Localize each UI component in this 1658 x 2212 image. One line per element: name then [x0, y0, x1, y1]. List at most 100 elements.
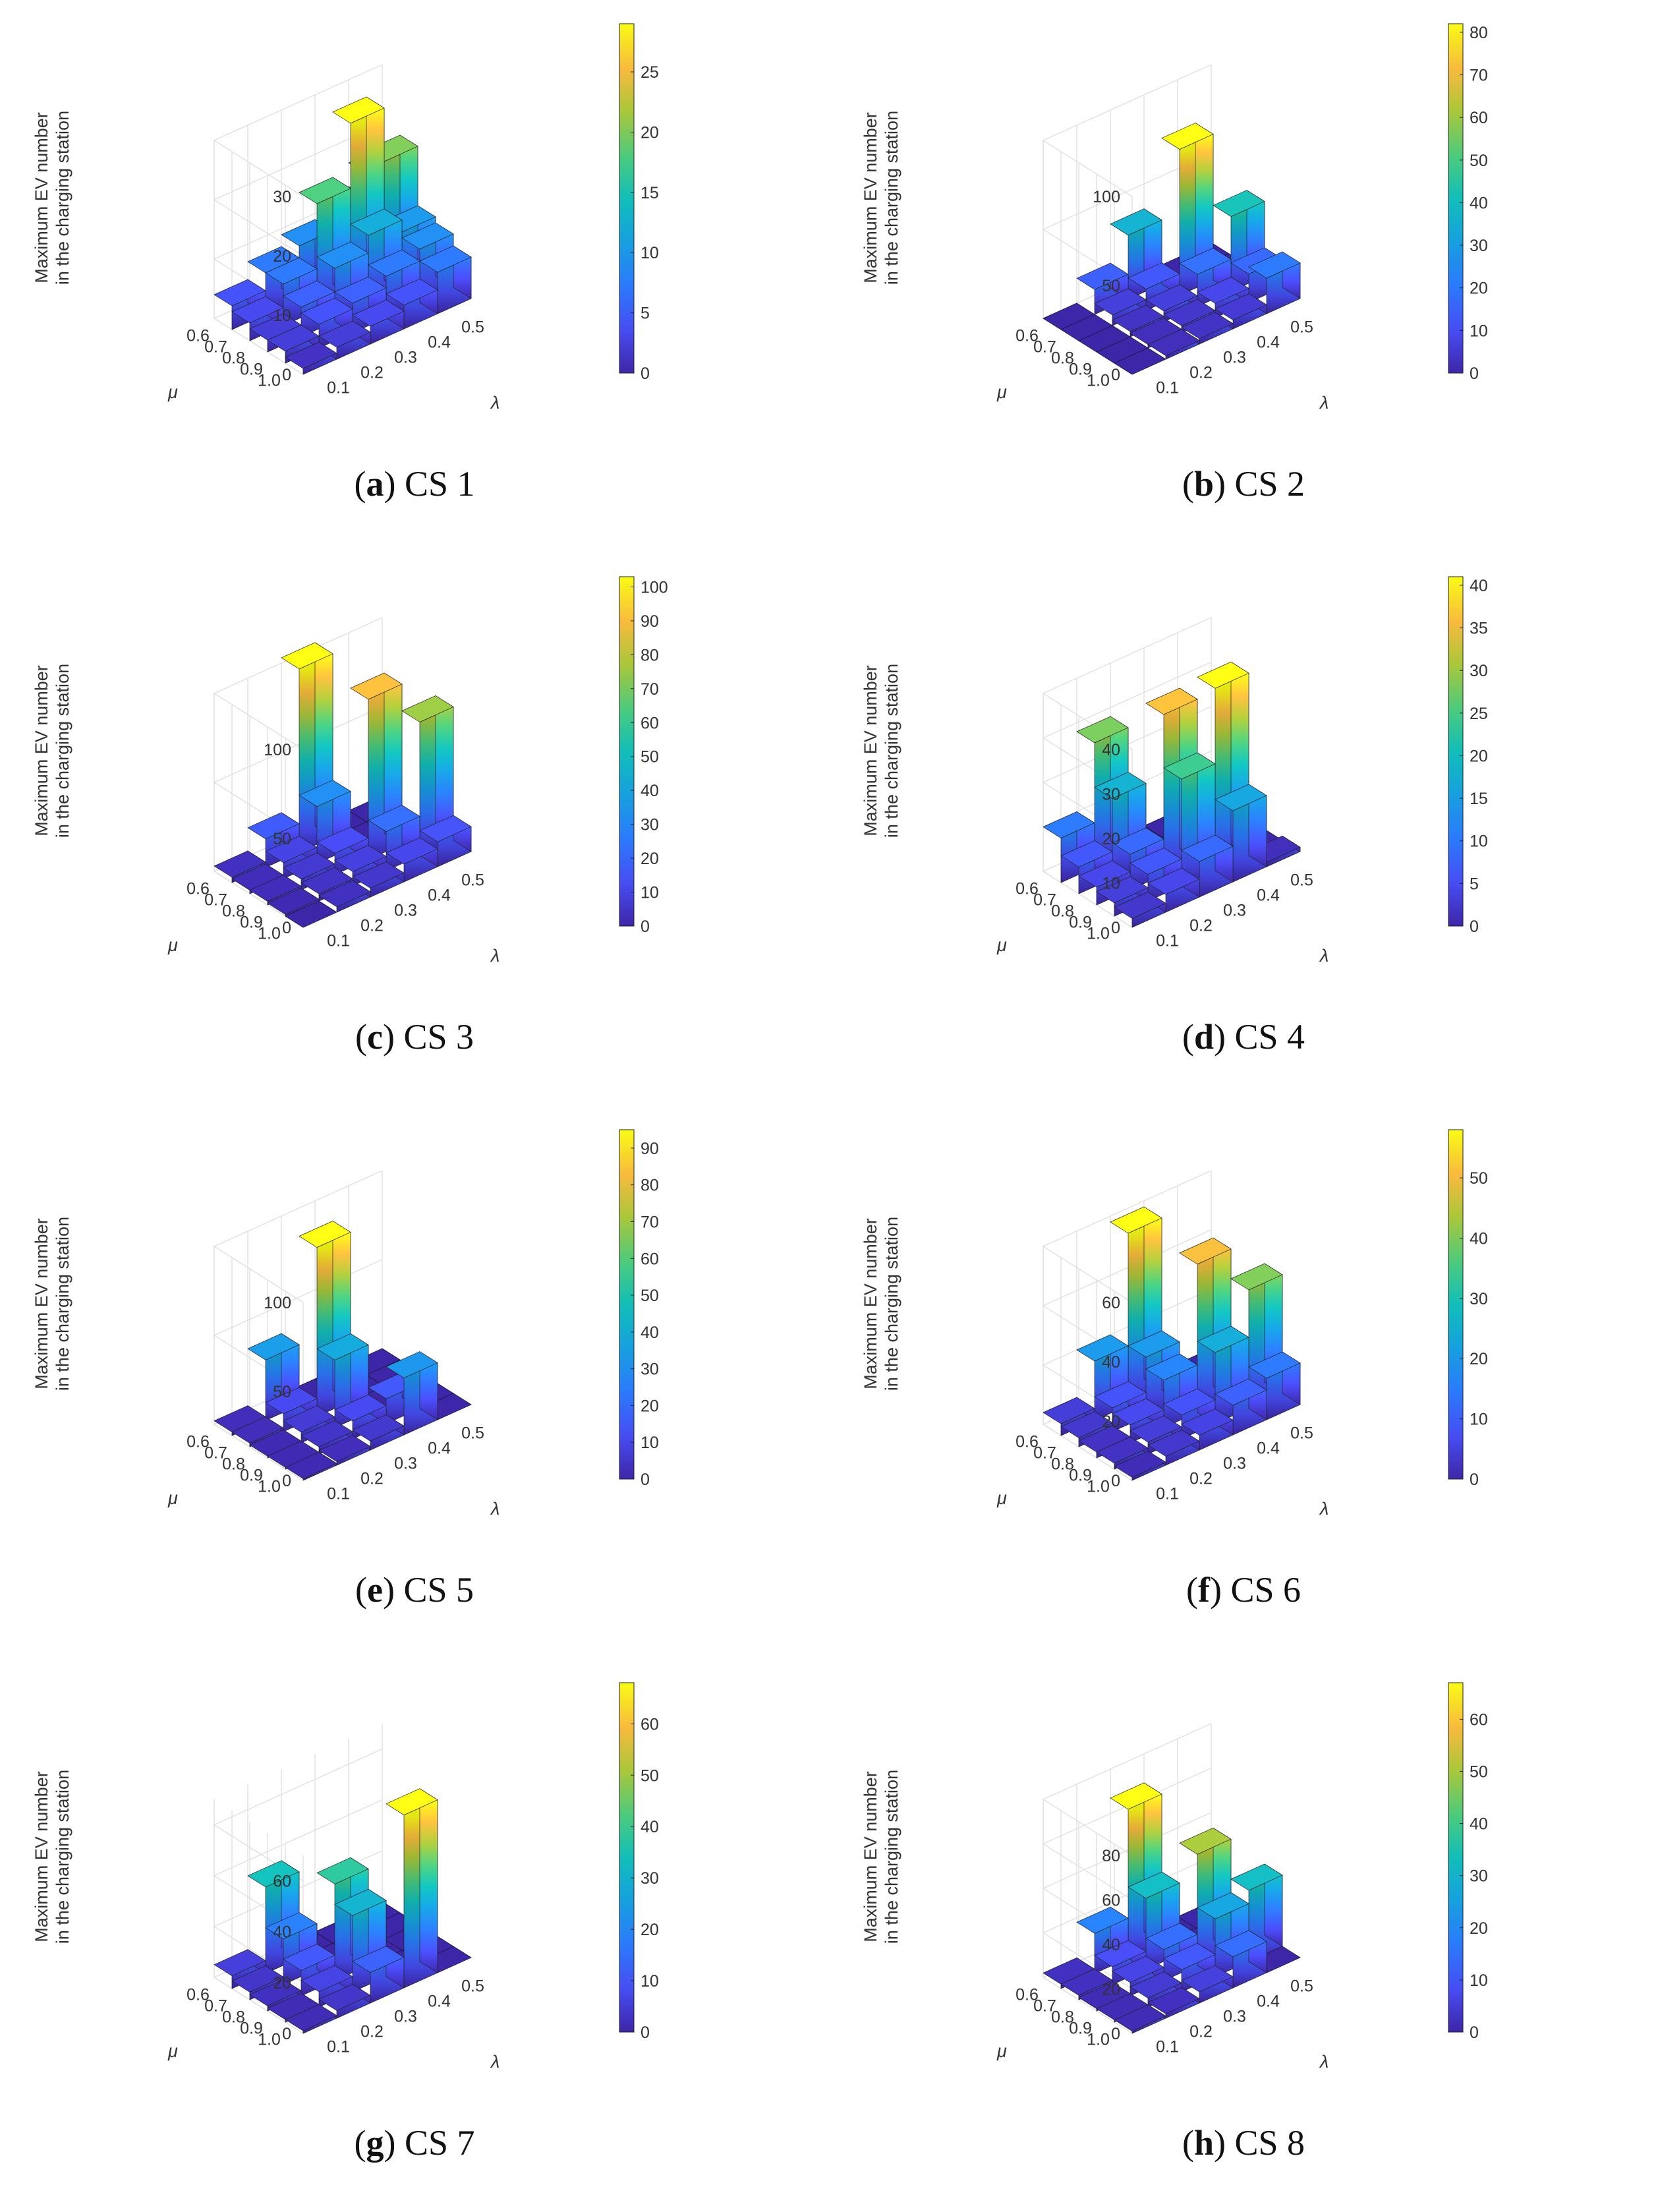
mu-tick-label: 0.6 [1015, 1986, 1039, 2004]
caption-letter: h [1193, 2123, 1214, 2163]
mu-tick-label: 0.8 [222, 1455, 245, 1474]
colorbar-tick-label: 0 [1470, 1470, 1479, 1489]
bar-lambda-0.3-mu-1.0 [352, 299, 405, 345]
lambda-tick-label: 0.2 [360, 364, 384, 382]
z-tick-label: 0 [1111, 2025, 1120, 2043]
mu-tick-labels: 0.60.70.80.91.0 [1015, 1986, 1110, 2049]
lambda-tick-labels: 0.1 0.2 0.3 0.4 0.5 [327, 1977, 484, 2056]
bar-lambda-0.1-mu-0.9 [267, 887, 320, 917]
mu-tick-label: 0.8 [1051, 1455, 1074, 1474]
bar-lambda-0.5-mu-1.0 [419, 245, 472, 314]
caption-title: CS 7 [404, 2123, 475, 2163]
bar-lambda-0.3-mu-1.0 [352, 1946, 405, 2004]
colorbar: 0 10 20 30 40 50 60 [1448, 1682, 1488, 2042]
colorbar-tick-label: 90 [641, 1140, 659, 1158]
mu-tick-label: 0.6 [186, 1986, 210, 2004]
chart-panel-b: 0 50 100 0.6 0.7 0.8 0.9 1.0 0.1 0.2 0.3 0.4 0.5 μ λ Ma… [829, 0, 1658, 553]
lambda-tick-label: 0.1 [327, 379, 350, 397]
lambda-axis-label: λ [490, 1499, 500, 1519]
bar-lambda-0.4-mu-1.0 [386, 837, 438, 883]
mu-axis-label: μ [167, 2041, 178, 2061]
z-tick-labels: 0 50 100 [264, 741, 291, 937]
z-tick-label: 40 [273, 1923, 291, 1942]
caption-letter: c [366, 1017, 383, 1057]
mu-tick-labels: 0.60.70.80.91.0 [1015, 1433, 1110, 1496]
colorbar-tick-label: 60 [1470, 1710, 1488, 1729]
colorbar-tick-label: 25 [641, 63, 659, 82]
colorbar-tick-label: 60 [641, 1715, 659, 1733]
lambda-tick-label: 0.5 [1290, 871, 1313, 890]
caption-letter: g [366, 2123, 384, 2163]
mu-axis-label: μ [167, 382, 178, 402]
lambda-tick-label: 0.4 [1257, 1993, 1280, 2011]
bar-lambda-0.2-mu-1.0 [318, 320, 371, 360]
lambda-tick-label: 0.4 [428, 334, 451, 352]
bar-lambda-0.2-mu-1.0 [1147, 867, 1200, 913]
mu-tick-label: 0.7 [204, 338, 227, 357]
z-tick-label: 40 [1102, 1353, 1120, 1372]
lambda-tick-label: 0.2 [1189, 1470, 1213, 1488]
lambda-tick-label: 0.4 [1257, 334, 1280, 352]
colorbar-tick-label: 30 [1470, 237, 1488, 255]
lambda-axis-label: λ [1319, 2052, 1329, 2072]
mu-axis-label: μ [167, 935, 178, 955]
lambda-tick-label: 0.1 [1156, 379, 1179, 397]
z-tick-label: 20 [1102, 1981, 1120, 1999]
panel-caption: (h) CS 8 [1182, 2123, 1305, 2163]
colorbar-tick-label: 10 [641, 244, 659, 262]
bar-lambda-0.1-mu-1.0 [1114, 2004, 1166, 2034]
bar-lambda-0.1-mu-1.0 [285, 1451, 337, 1481]
colorbar-tick-label: 40 [641, 1818, 659, 1836]
bar-lambda-0.1-mu-1.0 [285, 2004, 337, 2034]
bars [214, 1788, 472, 2034]
mu-axis-label: μ [996, 2041, 1007, 2061]
caption-title: CS 1 [404, 464, 475, 504]
bar-lambda-0.3-mu-1.0 [1181, 312, 1234, 345]
colorbar: 0 10 20 30 40 50 60 70 80 90 100 [619, 576, 668, 936]
caption-title: CS 5 [403, 1570, 474, 1610]
colorbar-tick-label: 20 [641, 1397, 659, 1415]
z-tick-label: 40 [1102, 741, 1120, 759]
colorbar-tick-label: 30 [1470, 1867, 1488, 1886]
colorbar-tick-label: 20 [641, 1921, 659, 1939]
bars [214, 96, 472, 375]
colorbar-tick-label: 60 [641, 714, 659, 732]
z-tick-label: 60 [1102, 1892, 1120, 1910]
panel-caption: (b) CS 2 [1182, 464, 1305, 504]
mu-tick-label: 0.7 [204, 891, 227, 910]
lambda-tick-label: 0.5 [461, 1424, 484, 1443]
lambda-axis-label: λ [490, 393, 500, 413]
lambda-tick-labels: 0.1 0.2 0.3 0.4 0.5 [1156, 1977, 1313, 2056]
bar-lambda-0.5-mu-0.9 [401, 695, 454, 856]
mu-tick-label: 0.8 [1051, 349, 1074, 368]
mu-tick-label: 0.6 [186, 1433, 210, 1451]
mu-tick-label: 0.7 [204, 1997, 227, 2016]
colorbar-tick-label: 70 [641, 680, 659, 699]
mu-tick-label: 0.9 [240, 361, 263, 379]
lambda-tick-label: 0.3 [394, 1455, 417, 1473]
lambda-tick-label: 0.5 [1290, 318, 1313, 337]
mu-tick-labels: 0.60.70.80.91.0 [186, 327, 281, 390]
colorbar-tick-label: 80 [641, 646, 659, 664]
bar-lambda-0.2-mu-1.0 [1147, 1429, 1200, 1466]
bar-lambda-0.2-mu-1.0 [318, 1434, 371, 1466]
colorbar-tick-label: 0 [1470, 917, 1479, 936]
bar-lambda-0.4-mu-1.0 [386, 1351, 438, 1436]
lambda-tick-label: 0.3 [1223, 349, 1246, 367]
mu-tick-label: 1.0 [1087, 372, 1110, 390]
z-tick-label: 100 [264, 741, 291, 759]
bar-lambda-0.4-mu-1.0 [386, 278, 438, 330]
mu-tick-labels: 0.60.70.80.91.0 [186, 880, 281, 943]
z-tick-label: 50 [273, 830, 291, 848]
lambda-tick-label: 0.1 [327, 1485, 350, 1503]
z-tick-label: 80 [1102, 1847, 1120, 1865]
lambda-tick-labels: 0.1 0.2 0.3 0.4 0.5 [327, 871, 484, 950]
mu-tick-label: 0.9 [240, 2020, 263, 2038]
colorbar: 0 5 10 15 20 25 30 35 40 [1448, 576, 1488, 936]
mu-tick-label: 0.8 [1051, 2008, 1074, 2027]
bar3d-chart: 0 20 40 60 0.60.70.80.91.0 0.1 0.2 0.3 0.4 0.5 μ λ M… [861, 1129, 1488, 1519]
caption-letter: f [1197, 1570, 1210, 1610]
lambda-tick-label: 0.2 [360, 917, 384, 935]
colorbar-tick-label: 40 [641, 1324, 659, 1342]
mu-tick-label: 0.6 [1015, 1433, 1039, 1451]
